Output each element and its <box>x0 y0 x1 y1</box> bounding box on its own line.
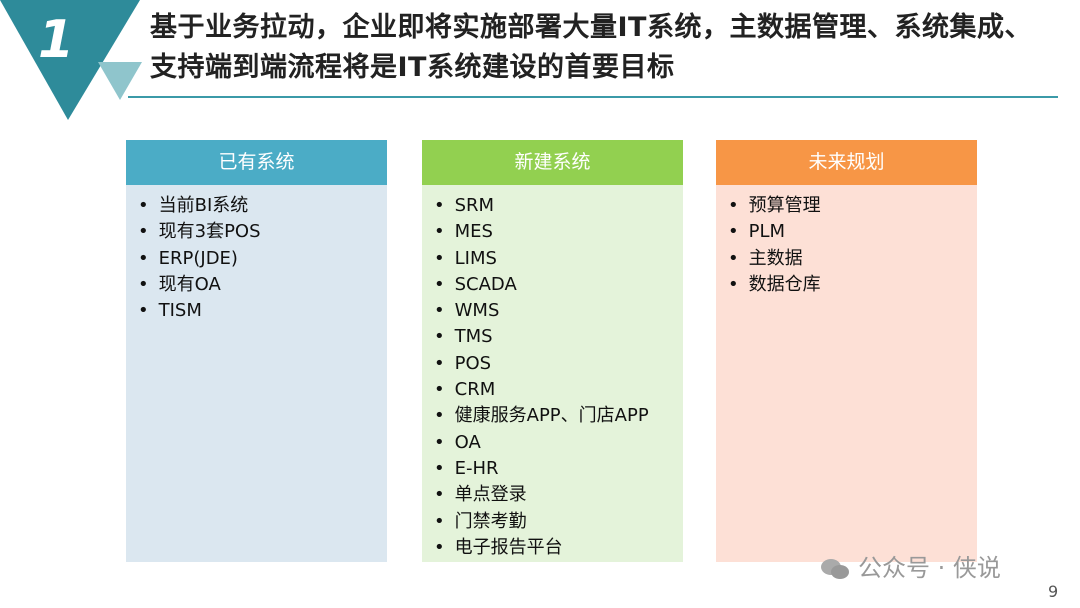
item-list: 预算管理PLM主数据数据仓库 <box>716 185 977 298</box>
page-number: 9 <box>1048 582 1059 601</box>
page-title: 基于业务拉动，企业即将实施部署大量IT系统，主数据管理、系统集成、支持端到端流程… <box>150 12 1032 83</box>
list-item: CRM <box>434 377 683 403</box>
column-header: 未来规划 <box>716 140 977 185</box>
list-item: ERP(JDE) <box>138 246 387 272</box>
new-systems-column: 新建系统SRMMESLIMSSCADAWMSTMSPOSCRM健康服务APP、门… <box>422 140 683 562</box>
list-item: WMS <box>434 298 683 324</box>
watermark-text: 公众号 · 侠说 <box>858 554 1001 582</box>
list-item: OA <box>434 430 683 456</box>
section-triangle-decoration <box>0 0 142 120</box>
existing-systems-column: 已有系统当前BI系统现有3套POSERP(JDE)现有OATISM <box>126 140 387 562</box>
list-item: TISM <box>138 298 387 324</box>
list-item: MES <box>434 219 683 245</box>
list-item: TMS <box>434 324 683 350</box>
list-item: 门禁考勤 <box>434 509 683 535</box>
list-item: 现有3套POS <box>138 219 387 245</box>
list-item: E-HR <box>434 456 683 482</box>
list-item: 现有OA <box>138 272 387 298</box>
list-item: 主数据 <box>728 246 977 272</box>
list-item: SCADA <box>434 272 683 298</box>
wechat-icon <box>821 559 849 579</box>
list-item: PLM <box>728 219 977 245</box>
item-list: SRMMESLIMSSCADAWMSTMSPOSCRM健康服务APP、门店APP… <box>422 185 683 561</box>
title-divider <box>128 96 1058 98</box>
list-item: 数据仓库 <box>728 272 977 298</box>
column-header: 已有系统 <box>126 140 387 185</box>
watermark: 公众号 · 侠说 <box>820 548 1001 583</box>
list-item: 当前BI系统 <box>138 193 387 219</box>
list-item: POS <box>434 351 683 377</box>
list-item: SRM <box>434 193 683 219</box>
item-list: 当前BI系统现有3套POSERP(JDE)现有OATISM <box>126 185 387 324</box>
list-item: 预算管理 <box>728 193 977 219</box>
list-item: 健康服务APP、门店APP <box>434 403 683 429</box>
column-header: 新建系统 <box>422 140 683 185</box>
list-item: LIMS <box>434 246 683 272</box>
future-plans-column: 未来规划预算管理PLM主数据数据仓库 <box>716 140 977 562</box>
section-number: 1 <box>38 10 75 70</box>
list-item: 单点登录 <box>434 482 683 508</box>
list-item: 电子报告平台 <box>434 535 683 561</box>
